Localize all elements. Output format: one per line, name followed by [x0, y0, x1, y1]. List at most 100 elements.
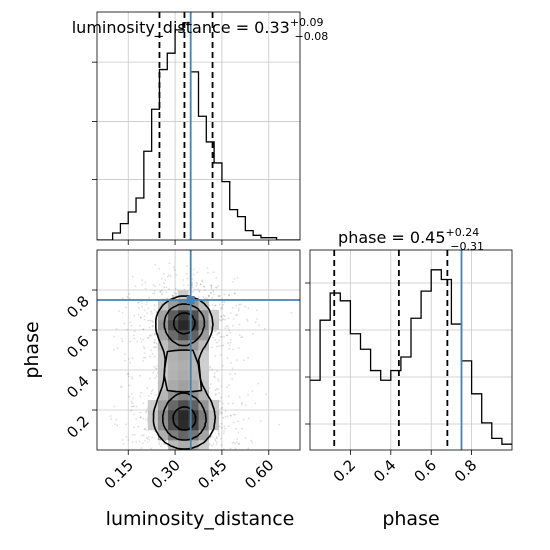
sample-point	[230, 454, 232, 456]
sample-point	[153, 333, 156, 336]
sample-point	[113, 335, 115, 338]
sample-point	[224, 409, 227, 412]
sample-point	[218, 339, 220, 342]
sample-point	[167, 275, 169, 278]
sample-point	[159, 291, 162, 293]
x-tick-label: 0.2	[330, 456, 360, 486]
sample-point	[145, 411, 147, 414]
sample-point	[229, 373, 232, 375]
density-bin	[178, 440, 189, 450]
sample-point	[210, 444, 213, 447]
sample-point	[127, 372, 129, 375]
histogram-body	[97, 12, 300, 240]
sample-point	[227, 342, 229, 344]
sample-point	[171, 294, 174, 297]
density-bin	[188, 400, 199, 411]
sample-point	[222, 303, 225, 306]
sample-point	[233, 277, 236, 280]
density-bin	[168, 370, 179, 381]
sample-point	[230, 414, 233, 417]
sample-point	[197, 296, 200, 298]
x-tick-label: 0.45	[194, 456, 230, 492]
sample-point	[215, 443, 218, 446]
density-bin	[178, 390, 189, 401]
sample-point	[242, 418, 245, 421]
sample-point	[209, 365, 212, 368]
sample-point	[167, 274, 170, 277]
sample-point	[228, 329, 231, 332]
sample-point	[210, 284, 212, 286]
sample-point	[131, 357, 134, 360]
sample-point	[234, 372, 237, 375]
sample-point	[153, 341, 156, 344]
sample-point	[134, 462, 136, 464]
sample-point	[155, 367, 158, 370]
density-bin	[198, 300, 209, 311]
sample-point	[135, 454, 137, 456]
phase-title: phase = 0.45+0.24 −0.31	[338, 226, 484, 253]
sample-point	[131, 275, 134, 278]
sample-point	[151, 352, 154, 355]
sample-point	[222, 416, 225, 419]
sample-point	[123, 353, 126, 356]
x-tick-label: 0.15	[101, 456, 137, 492]
sample-point	[125, 435, 128, 438]
sample-point	[145, 418, 147, 421]
sample-point	[238, 303, 241, 306]
sample-point	[143, 347, 146, 350]
y-tick-label: 0.2	[63, 412, 93, 442]
sample-point	[219, 400, 222, 403]
sample-point	[154, 332, 156, 335]
sample-point	[218, 331, 221, 334]
sample-point	[229, 344, 231, 347]
sample-point	[176, 292, 179, 295]
density-bin	[178, 290, 189, 301]
sample-point	[169, 452, 171, 454]
density-bin	[157, 400, 169, 411]
sample-point	[202, 285, 205, 288]
sample-point	[240, 336, 242, 339]
sample-point	[224, 427, 227, 430]
sample-point	[128, 297, 131, 300]
sample-point	[155, 311, 158, 314]
sample-point	[241, 401, 243, 404]
sample-point	[121, 337, 123, 340]
sample-point	[216, 286, 218, 289]
sample-point	[208, 387, 211, 390]
sample-point	[184, 451, 186, 453]
x-tick-label: 0.60	[241, 456, 277, 492]
sample-point	[137, 301, 140, 304]
sample-point	[151, 436, 153, 439]
sample-point	[153, 341, 156, 344]
sample-point	[244, 305, 247, 308]
sample-point	[155, 346, 158, 349]
sample-point	[132, 397, 134, 400]
sample-point	[220, 396, 222, 399]
density-bin	[168, 400, 179, 411]
sample-point	[217, 388, 220, 391]
sample-point	[153, 285, 156, 288]
sample-point	[211, 436, 214, 438]
sample-point	[206, 267, 209, 269]
sample-point	[154, 339, 157, 341]
sample-point	[235, 441, 238, 444]
sample-point	[232, 421, 235, 424]
contour-line	[152, 349, 217, 450]
sample-point	[228, 384, 230, 386]
sample-point	[229, 447, 232, 450]
sample-point	[217, 284, 220, 287]
sample-point	[263, 328, 266, 330]
sample-point	[175, 292, 177, 295]
sample-point	[208, 330, 211, 333]
sample-point	[215, 277, 218, 279]
sample-point	[222, 432, 225, 435]
density-bin	[178, 410, 189, 421]
sample-point	[222, 318, 225, 320]
sample-point	[192, 467, 194, 469]
sample-point	[214, 355, 217, 358]
y-tick-label: 0.6	[63, 332, 93, 362]
sample-point	[139, 416, 142, 419]
sample-point	[146, 312, 149, 315]
sample-point	[135, 418, 138, 421]
sample-point	[214, 452, 216, 454]
